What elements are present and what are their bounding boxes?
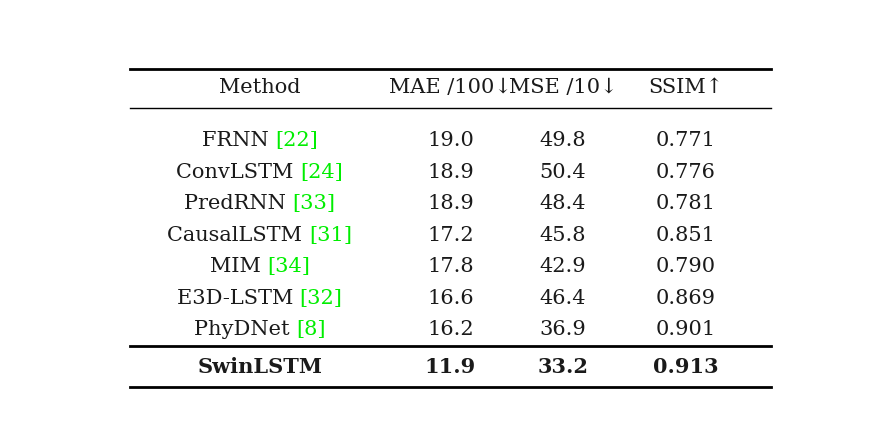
Text: 0.869: 0.869 [655,289,715,308]
Text: [22]: [22] [275,131,318,151]
Text: [31]: [31] [309,226,351,245]
Text: MIM: MIM [209,258,267,276]
Text: PhyDNet: PhyDNet [194,320,296,339]
Text: 17.2: 17.2 [427,226,473,245]
Text: 19.0: 19.0 [427,131,473,151]
Text: 11.9: 11.9 [424,357,476,377]
Text: 33.2: 33.2 [536,357,587,377]
Text: 36.9: 36.9 [539,320,586,339]
Text: 18.9: 18.9 [427,163,473,182]
Text: [8]: [8] [296,320,325,339]
Text: 45.8: 45.8 [539,226,586,245]
Text: 17.8: 17.8 [427,258,473,276]
Text: [24]: [24] [300,163,342,182]
Text: SSIM↑: SSIM↑ [647,78,723,97]
Text: [32]: [32] [299,289,342,308]
Text: 18.9: 18.9 [427,194,473,213]
Text: 16.6: 16.6 [427,289,473,308]
Text: 0.851: 0.851 [655,226,715,245]
Text: ConvLSTM: ConvLSTM [176,163,300,182]
Text: PredRNN: PredRNN [184,194,292,213]
Text: 49.8: 49.8 [539,131,586,151]
Text: MSE /10↓: MSE /10↓ [508,78,616,97]
Text: [34]: [34] [267,258,310,276]
Text: 16.2: 16.2 [427,320,473,339]
Text: MAE /100↓: MAE /100↓ [389,78,511,97]
Text: 0.776: 0.776 [655,163,715,182]
Text: SwinLSTM: SwinLSTM [197,357,322,377]
Text: CausalLSTM: CausalLSTM [168,226,309,245]
Text: 42.9: 42.9 [539,258,586,276]
Text: 0.781: 0.781 [655,194,715,213]
Text: 48.4: 48.4 [539,194,586,213]
Text: 0.901: 0.901 [655,320,715,339]
Text: [33]: [33] [292,194,335,213]
Text: 0.771: 0.771 [655,131,715,151]
Text: 46.4: 46.4 [539,289,586,308]
Text: 50.4: 50.4 [539,163,586,182]
Text: 0.790: 0.790 [655,258,715,276]
Text: E3D-LSTM: E3D-LSTM [176,289,299,308]
Text: 0.913: 0.913 [652,357,717,377]
Text: FRNN: FRNN [201,131,275,151]
Text: Method: Method [219,78,300,97]
